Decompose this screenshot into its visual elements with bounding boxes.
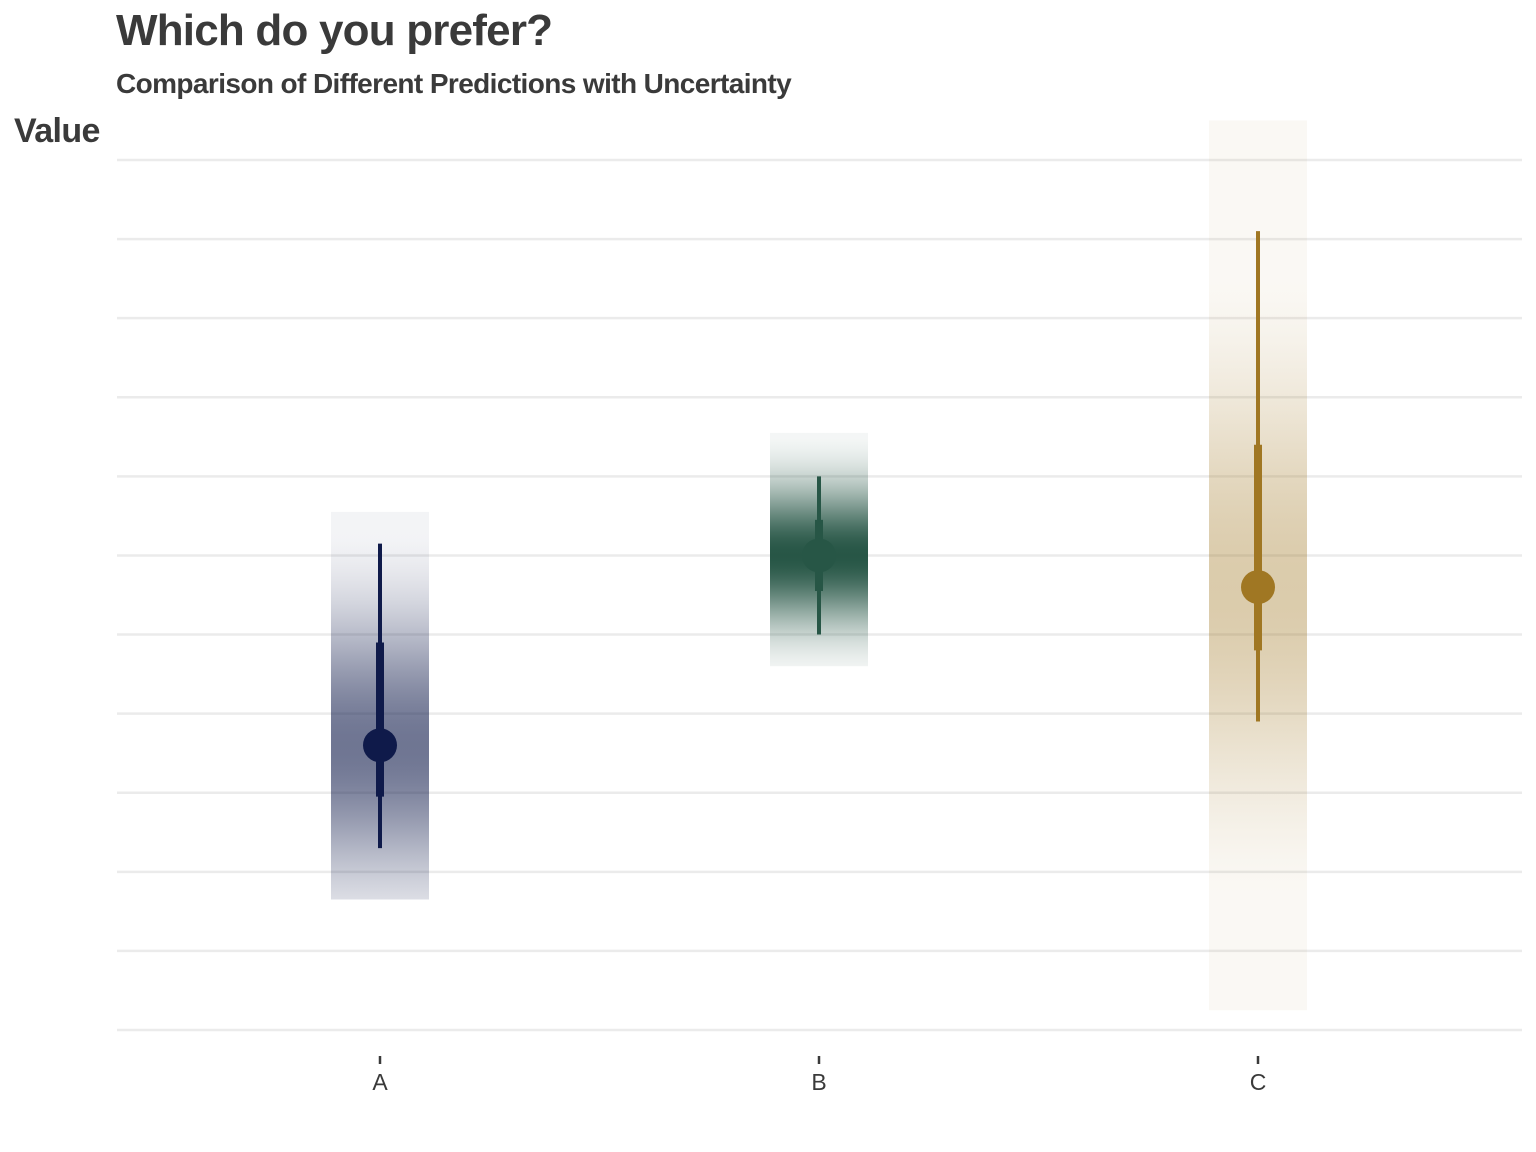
point-estimate-b [802,538,836,573]
point-estimate-c [1241,570,1275,605]
point-estimate-a [363,728,397,763]
x-axis: A B C [372,1056,1266,1095]
chart-title: Which do you prefer? [116,6,553,55]
chart-subtitle: Comparison of Different Predictions with… [116,68,792,99]
intervals [363,231,1275,849]
x-tick-label: A [372,1069,388,1095]
y-axis-label: Value [14,112,100,150]
x-tick-label: B [811,1069,826,1095]
x-tick-label: C [1250,1069,1267,1095]
